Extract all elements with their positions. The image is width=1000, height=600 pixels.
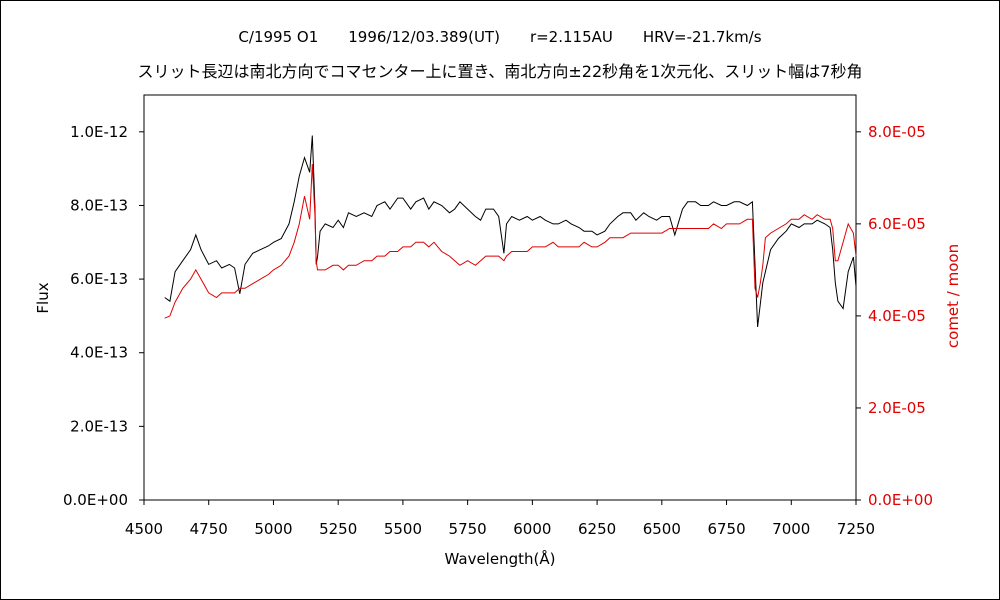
y-right-tick-label: 4.0E-05	[868, 307, 926, 325]
chart-title: C/1995 O1 1996/12/03.389(UT) r=2.115AU H…	[238, 28, 762, 46]
y-left-tick-label: 1.0E-12	[70, 123, 128, 141]
x-tick-label: 4500	[125, 520, 163, 538]
x-tick-label: 5250	[319, 520, 357, 538]
y-axis-left-label: Flux	[34, 282, 52, 313]
y-left-tick-label: 8.0E-13	[70, 196, 128, 214]
y-axis-right: 0.0E+00 2.0E-05 4.0E-05 6.0E-05 8.0E-05	[856, 123, 933, 509]
x-tick-label: 6500	[643, 520, 681, 538]
y-left-tick-label: 6.0E-13	[70, 270, 128, 288]
x-tick-label: 5750	[449, 520, 487, 538]
series-line-flux	[164, 135, 857, 328]
y-right-tick-label: 0.0E+00	[868, 491, 933, 509]
y-axis-left: 0.0E+00 2.0E-13 4.0E-13 6.0E-13 8.0E-13 1.0E-…	[63, 123, 144, 509]
x-tick-label: 6750	[707, 520, 745, 538]
series-layer	[164, 135, 857, 328]
x-tick-label: 7000	[772, 520, 810, 538]
x-axis: 4500 4750 5000 5250 5500 5750 6000 6250 6500 6750…	[125, 500, 875, 538]
x-tick-label: 6250	[578, 520, 616, 538]
y-right-tick-label: 2.0E-05	[868, 399, 926, 417]
y-right-tick-label: 8.0E-05	[868, 123, 926, 141]
x-tick-label: 6000	[513, 520, 551, 538]
chart-subtitle: スリット長辺は南北方向でコマセンター上に置き、南北方向±22秒角を1次元化、スリ…	[137, 62, 863, 81]
series-line-comet-moon	[164, 163, 857, 319]
y-axis-right-label: comet / moon	[944, 244, 962, 348]
y-left-tick-label: 2.0E-13	[70, 417, 128, 435]
x-tick-label: 7250	[837, 520, 875, 538]
x-axis-label: Wavelength(Å)	[445, 549, 556, 568]
y-right-tick-label: 6.0E-05	[868, 215, 926, 233]
y-left-tick-label: 0.0E+00	[63, 491, 128, 509]
x-tick-label: 5000	[254, 520, 292, 538]
y-left-tick-label: 4.0E-13	[70, 344, 128, 362]
plot-area	[143, 94, 857, 501]
x-tick-label: 4750	[190, 520, 228, 538]
x-tick-label: 5500	[384, 520, 422, 538]
